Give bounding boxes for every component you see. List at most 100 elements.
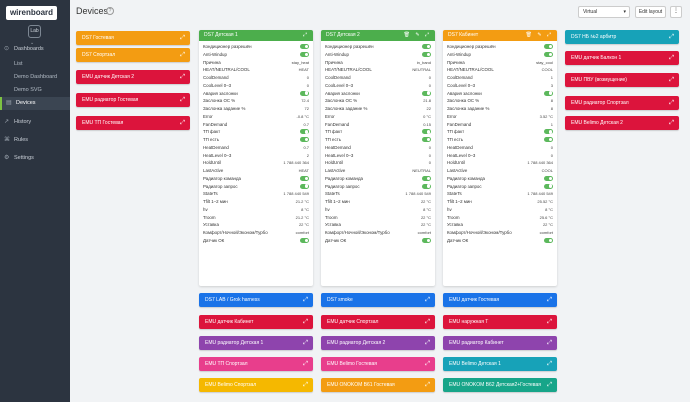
expand-icon[interactable]: ⤢: [180, 52, 185, 58]
device-tile[interactable]: EMU ONOKOM B61 Гостевая ⤢: [321, 378, 435, 392]
sidebar-item-history[interactable]: ↗ History: [0, 116, 70, 129]
toggle-switch[interactable]: [422, 44, 431, 50]
device-tile[interactable]: EMU Belimo Спортзал ⤢: [199, 378, 313, 392]
toggle-switch[interactable]: [300, 129, 309, 135]
card-tools-icons[interactable]: ⤢: [302, 32, 309, 38]
device-tile[interactable]: DS7 НБ №2 арбитр ⤢: [565, 30, 679, 44]
expand-icon[interactable]: ⤢: [547, 361, 552, 367]
expand-icon[interactable]: ⤢: [303, 382, 308, 388]
device-tile[interactable]: EMU датчик Спортзал ⤢: [321, 315, 435, 329]
device-tile[interactable]: DS7 smoke ⤢: [321, 293, 435, 307]
more-options-icon[interactable]: ⋮: [670, 6, 682, 18]
edit-layout-button[interactable]: Edit layout: [635, 6, 666, 18]
expand-icon[interactable]: ⤢: [303, 297, 308, 303]
control-name: FanDemand: [447, 121, 472, 127]
expand-icon[interactable]: ⤢: [303, 361, 308, 367]
device-tile[interactable]: EMU ТП Гостевая ⤢: [76, 116, 190, 130]
toggle-switch[interactable]: [422, 237, 431, 243]
toggle-switch[interactable]: [544, 237, 553, 243]
device-tile[interactable]: EMU радиатор Кабинет ⤢: [443, 336, 557, 350]
expand-icon[interactable]: ⤢: [425, 382, 430, 388]
device-tile[interactable]: EMU наружная Т ⤢: [443, 315, 557, 329]
chevron-down-icon[interactable]: ⌄: [30, 40, 35, 46]
expand-icon[interactable]: ⤢: [180, 35, 185, 41]
device-tile[interactable]: EMU Belimo Детская 1 ⤢: [443, 357, 557, 371]
card-header[interactable]: DS7 Кабинет 🗑 ✎ ⤢: [443, 30, 557, 41]
device-tile[interactable]: EMU датчик Гостевая ⤢: [443, 293, 557, 307]
toggle-switch[interactable]: [300, 51, 309, 57]
location-selector[interactable]: Lab: [28, 25, 41, 38]
sidebar-item-dashboards[interactable]: ⊙ Dashboards: [0, 43, 70, 56]
toggle-switch[interactable]: [422, 137, 431, 143]
toggle-switch[interactable]: [300, 237, 309, 243]
device-tile[interactable]: EMU ПВУ (возмущение) ⤢: [565, 73, 679, 87]
toggle-switch[interactable]: [544, 44, 553, 50]
expand-icon[interactable]: ⤢: [547, 382, 552, 388]
toggle-switch[interactable]: [544, 129, 553, 135]
control-value: comfort: [295, 230, 309, 235]
sidebar-item-settings[interactable]: ⚙ Settings: [0, 152, 70, 165]
toggle-switch[interactable]: [422, 175, 431, 181]
expand-icon[interactable]: ⤢: [669, 120, 674, 126]
expand-icon[interactable]: ⤢: [669, 55, 674, 61]
expand-icon[interactable]: ⤢: [180, 74, 185, 80]
expand-icon[interactable]: ⤢: [547, 340, 552, 346]
device-tile[interactable]: EMU Belimo Детская 2 ⤢: [565, 116, 679, 130]
toggle-switch[interactable]: [422, 51, 431, 57]
expand-icon[interactable]: ⤢: [669, 77, 674, 83]
toggle-switch[interactable]: [544, 175, 553, 181]
toggle-switch[interactable]: [300, 175, 309, 181]
toggle-switch[interactable]: [422, 129, 431, 135]
expand-icon[interactable]: ⤢: [425, 297, 430, 303]
device-tile[interactable]: DS7 LAB / Grok harness ⤢: [199, 293, 313, 307]
expand-icon[interactable]: ⤢: [303, 340, 308, 346]
device-tile[interactable]: EMU ONOKOM B62 Детская2+Гостевая ⤢: [443, 378, 557, 392]
control-row: Радиатор команда: [443, 175, 557, 183]
toggle-switch[interactable]: [422, 183, 431, 189]
help-icon[interactable]: ?: [106, 7, 114, 15]
card-tools-icons[interactable]: 🗑 ✎ ⤢: [403, 32, 431, 38]
toggle-switch[interactable]: [544, 137, 553, 143]
expand-icon[interactable]: ⤢: [547, 319, 552, 325]
expand-icon[interactable]: ⤢: [669, 100, 674, 106]
device-tile[interactable]: EMU датчик Балкон 1 ⤢: [565, 51, 679, 65]
control-row: ТП факт: [199, 128, 313, 136]
toggle-switch[interactable]: [544, 51, 553, 57]
expand-icon[interactable]: ⤢: [425, 319, 430, 325]
device-tile[interactable]: DS7 Гостевая ⤢: [76, 31, 190, 45]
card-header[interactable]: DS7 Детская 1 ⤢: [199, 30, 313, 41]
control-name: Error: [325, 113, 335, 119]
toggle-switch[interactable]: [422, 90, 431, 96]
card-tools-icons[interactable]: 🗑 ✎ ⤢: [525, 32, 553, 38]
control-row: Радиатор запрос: [443, 183, 557, 191]
toggle-switch[interactable]: [544, 183, 553, 189]
toggle-switch[interactable]: [544, 90, 553, 96]
toggle-switch[interactable]: [300, 44, 309, 50]
device-filter-select[interactable]: Virtual ▾: [578, 6, 630, 18]
expand-icon[interactable]: ⤢: [425, 340, 430, 346]
device-tile[interactable]: EMU радиатор Детская 2 ⤢: [321, 336, 435, 350]
expand-icon[interactable]: ⤢: [180, 120, 185, 126]
device-tile[interactable]: EMU Belimo Гостевая ⤢: [321, 357, 435, 371]
device-tile[interactable]: EMU датчик Детская 2 ⤢: [76, 70, 190, 84]
toggle-switch[interactable]: [300, 90, 309, 96]
card-header[interactable]: DS7 Детская 2 🗑 ✎ ⤢: [321, 30, 435, 41]
toggle-switch[interactable]: [300, 183, 309, 189]
expand-icon[interactable]: ⤢: [669, 34, 674, 40]
sidebar-item-rules[interactable]: ⌘ Rules: [0, 134, 70, 147]
device-tile[interactable]: EMU ТП Спортзал ⤢: [199, 357, 313, 371]
device-tile[interactable]: EMU датчик Кабинет ⤢: [199, 315, 313, 329]
expand-icon[interactable]: ⤢: [303, 319, 308, 325]
expand-icon[interactable]: ⤢: [180, 97, 185, 103]
expand-icon[interactable]: ⤢: [547, 297, 552, 303]
toggle-switch[interactable]: [300, 137, 309, 143]
device-tile[interactable]: DS7 Спортзал ⤢: [76, 48, 190, 62]
sidebar-item-demo-svg-dashboard[interactable]: Demo SVG Dashboard: [0, 84, 70, 106]
sidebar-item-demo-dashboard[interactable]: Demo Dashboard: [0, 71, 70, 84]
expand-icon[interactable]: ⤢: [425, 361, 430, 367]
device-tile[interactable]: EMU радиатор Спортзал ⤢: [565, 96, 679, 110]
sidebar-item-list[interactable]: List: [0, 58, 70, 71]
device-tile[interactable]: EMU радиатор Гостевая ⤢: [76, 93, 190, 107]
device-tile[interactable]: EMU радиатор Детская 1 ⤢: [199, 336, 313, 350]
sidebar-item-devices[interactable]: ▤ Devices: [0, 97, 70, 110]
